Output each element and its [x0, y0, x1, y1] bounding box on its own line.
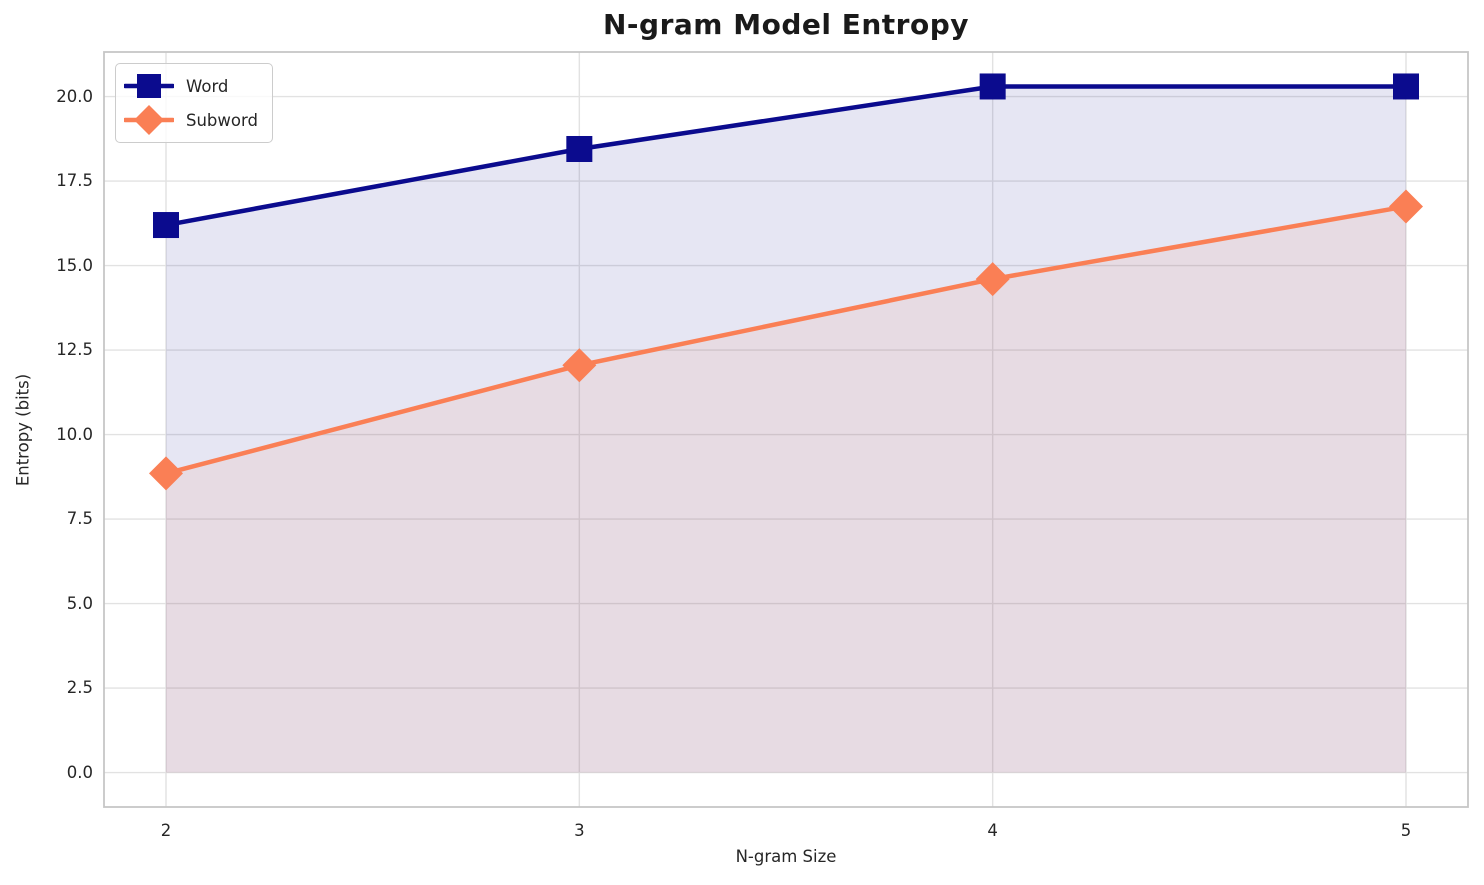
word-line [165, 84, 1406, 228]
legend-label-word: Word [186, 76, 229, 96]
word-square-marker [1393, 73, 1419, 100]
subword-diamond-marker [562, 348, 597, 383]
plot-border [103, 51, 1469, 808]
y-axis-label: Entropy (bits) [13, 373, 33, 487]
x-tick-label: 2 [160, 821, 172, 840]
x-tick-label: 4 [987, 821, 998, 840]
word-square-legend-marker-icon [124, 74, 174, 98]
subword-area-fill [166, 206, 1406, 773]
subword-diamond-legend-marker-icon [124, 105, 174, 135]
word-square-marker [153, 212, 179, 239]
word-square-marker [566, 135, 593, 162]
x-tick-label: 5 [1400, 821, 1412, 840]
y-tick-label: 0.0 [66, 762, 93, 782]
legend: Word Subword [115, 63, 273, 143]
y-tick-label: 20.0 [56, 86, 93, 106]
subword-diamond-marker [149, 456, 183, 491]
subword-line [165, 204, 1407, 476]
y-tick-label: 17.5 [56, 171, 93, 191]
legend-item-subword: Subword [124, 104, 258, 136]
y-tick-label: 2.5 [66, 678, 93, 698]
y-tick-label: 7.5 [66, 509, 93, 529]
subword-diamond-marker [975, 262, 1010, 297]
legend-label-subword: Subword [186, 110, 258, 130]
y-tick-label: 12.5 [56, 340, 93, 360]
x-tick-label: 3 [574, 821, 585, 840]
subword-diamond-marker [1389, 189, 1423, 224]
y-tick-label: 10.0 [56, 424, 93, 444]
word-area-fill [166, 86, 1406, 773]
legend-item-word: Word [124, 70, 258, 102]
chart-title: N-gram Model Entropy [603, 8, 969, 41]
y-tick-label: 5.0 [66, 593, 93, 613]
x-axis-label: N-gram Size [735, 847, 837, 866]
word-square-marker [979, 73, 1006, 100]
y-tick-label: 15.0 [56, 255, 93, 275]
